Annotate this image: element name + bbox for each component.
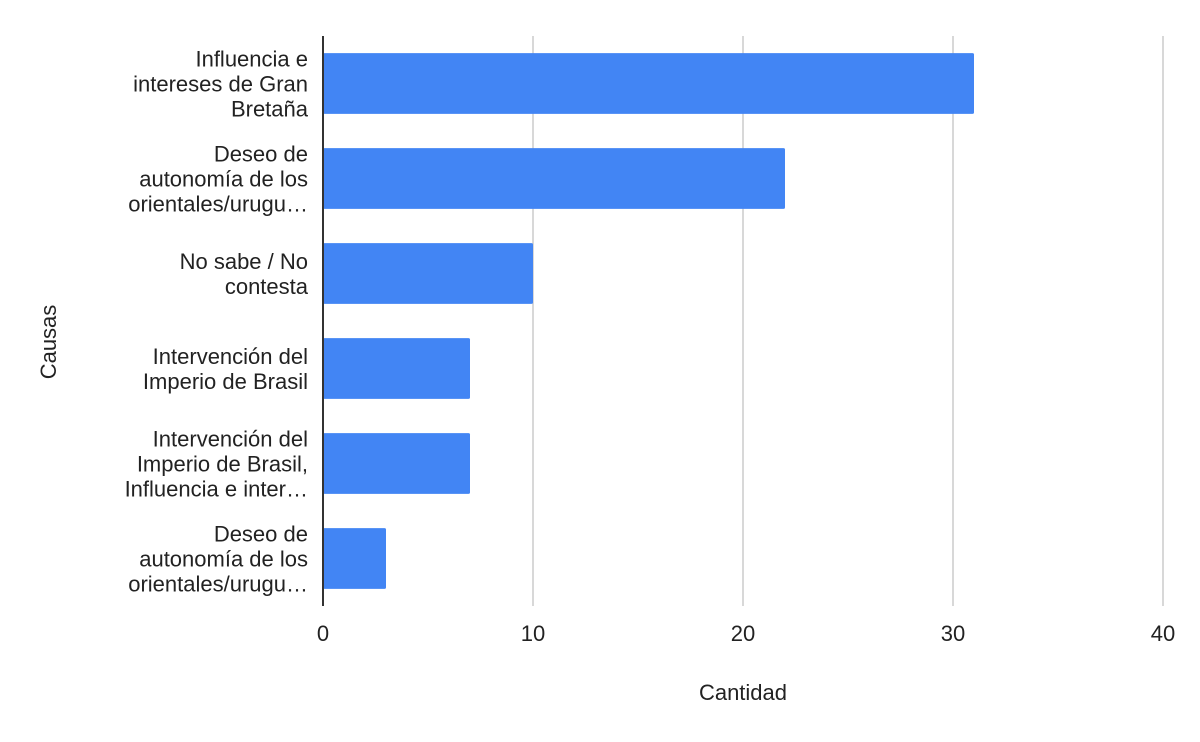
x-tick-label: 20: [731, 621, 755, 646]
bar: [323, 338, 470, 399]
category-label: Deseo de autonomía de los orientales/urugu…: [128, 522, 308, 597]
bar: [323, 243, 533, 304]
x-tick-label: 0: [317, 621, 329, 646]
category-label: Intervención del Imperio de Brasil: [143, 344, 308, 394]
category-label: Influencia e intereses de Gran Bretaña: [133, 47, 309, 122]
y-axis-title: Causas: [36, 305, 61, 380]
x-tick-labels: 0 10 20 30 40: [317, 621, 1175, 646]
gridlines: [532, 36, 1164, 606]
x-tick-label: 30: [941, 621, 965, 646]
bar: [323, 528, 386, 589]
category-labels: Influencia e intereses de Gran Bretaña Dese…: [125, 47, 309, 597]
bar: [323, 433, 470, 494]
bars: [323, 53, 974, 589]
x-tick-label: 40: [1151, 621, 1175, 646]
category-label: Deseo de autonomía de los orientales/urugu…: [128, 142, 308, 217]
x-tick-label: 10: [521, 621, 545, 646]
x-axis-title: Cantidad: [699, 680, 787, 705]
bar: [323, 148, 785, 209]
category-label: No sabe / No contesta: [180, 249, 309, 299]
bar: [323, 53, 974, 114]
category-label: Intervención del Imperio de Brasil, Influe…: [125, 427, 308, 502]
